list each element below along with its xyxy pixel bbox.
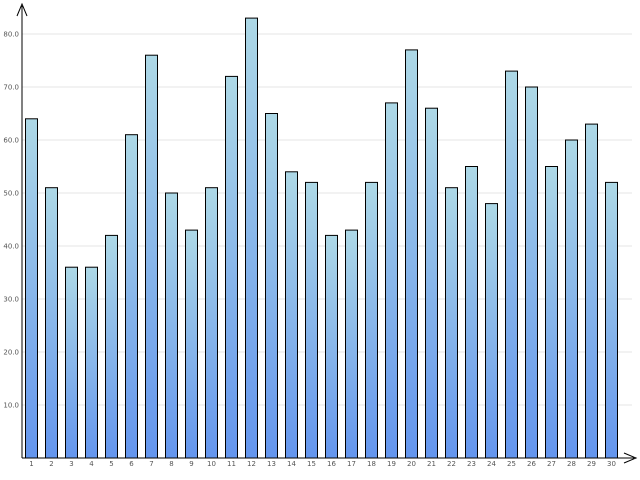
bar <box>65 266 78 459</box>
bar <box>225 75 238 459</box>
y-tick-label: 40.0 <box>3 243 19 251</box>
x-tick-label: 3 <box>69 460 73 468</box>
x-tick-label: 5 <box>109 460 113 468</box>
x-tick-label: 19 <box>387 460 396 468</box>
bar <box>425 107 438 459</box>
y-axis-arrow <box>16 2 28 17</box>
x-tick-label: 9 <box>189 460 193 468</box>
x-tick-label: 12 <box>247 460 256 468</box>
bar <box>125 134 138 459</box>
bar <box>325 234 338 459</box>
x-tick-label: 23 <box>467 460 476 468</box>
bar <box>285 171 298 459</box>
x-tick-label: 21 <box>427 460 436 468</box>
y-tick-label: 80.0 <box>3 31 19 39</box>
bar <box>305 181 318 459</box>
x-tick-label: 14 <box>287 460 296 468</box>
tick-labels: 10.020.030.040.050.060.070.080.01 2 3 4 5 6 7 8… <box>3 31 616 469</box>
x-tick-label: 1 <box>29 460 33 468</box>
x-tick-label: 10 <box>207 460 216 468</box>
bar <box>205 187 218 459</box>
x-tick-label: 18 <box>367 460 376 468</box>
axes <box>16 2 638 464</box>
x-tick-label: 13 <box>267 460 276 468</box>
x-tick-label: 11 <box>227 460 236 468</box>
x-tick-label: 17 <box>347 460 356 468</box>
y-tick-label: 50.0 <box>3 190 19 198</box>
bar <box>505 70 518 459</box>
x-tick-label: 6 <box>129 460 134 468</box>
x-tick-label: 26 <box>527 460 536 468</box>
x-tick-label: 27 <box>547 460 556 468</box>
bar <box>245 17 258 459</box>
bar <box>145 54 158 459</box>
x-tick-label: 28 <box>567 460 576 468</box>
x-tick-label: 25 <box>507 460 516 468</box>
bars <box>25 17 618 459</box>
bar <box>265 113 278 459</box>
bar <box>25 118 38 459</box>
bar <box>445 187 458 459</box>
bar <box>605 181 618 459</box>
x-tick-label: 8 <box>169 460 173 468</box>
x-tick-label: 15 <box>307 460 316 468</box>
bar <box>185 229 198 459</box>
bar <box>465 166 478 459</box>
y-tick-label: 60.0 <box>3 137 19 145</box>
y-tick-label: 10.0 <box>3 402 19 410</box>
x-tick-label: 7 <box>149 460 153 468</box>
bar <box>405 49 418 459</box>
bar <box>385 102 398 459</box>
y-tick-label: 30.0 <box>3 296 19 304</box>
bar <box>85 266 98 459</box>
y-tick-label: 20.0 <box>3 349 19 357</box>
x-axis-arrow <box>623 452 638 464</box>
bar <box>105 234 118 459</box>
x-tick-label: 30 <box>607 460 616 468</box>
x-tick-label: 4 <box>89 460 94 468</box>
bar <box>45 187 58 459</box>
x-tick-label: 2 <box>49 460 53 468</box>
x-tick-label: 20 <box>407 460 416 468</box>
bar <box>585 123 598 459</box>
bar <box>545 166 558 459</box>
y-tick-label: 70.0 <box>3 84 19 92</box>
bar <box>345 229 358 459</box>
x-tick-label: 22 <box>447 460 456 468</box>
bar <box>525 86 538 459</box>
x-tick-label: 24 <box>487 460 496 468</box>
bar <box>565 139 578 459</box>
bar <box>485 203 498 459</box>
x-tick-label: 16 <box>327 460 336 468</box>
x-tick-label: 29 <box>587 460 596 468</box>
bar <box>165 192 178 459</box>
bar <box>365 181 378 459</box>
